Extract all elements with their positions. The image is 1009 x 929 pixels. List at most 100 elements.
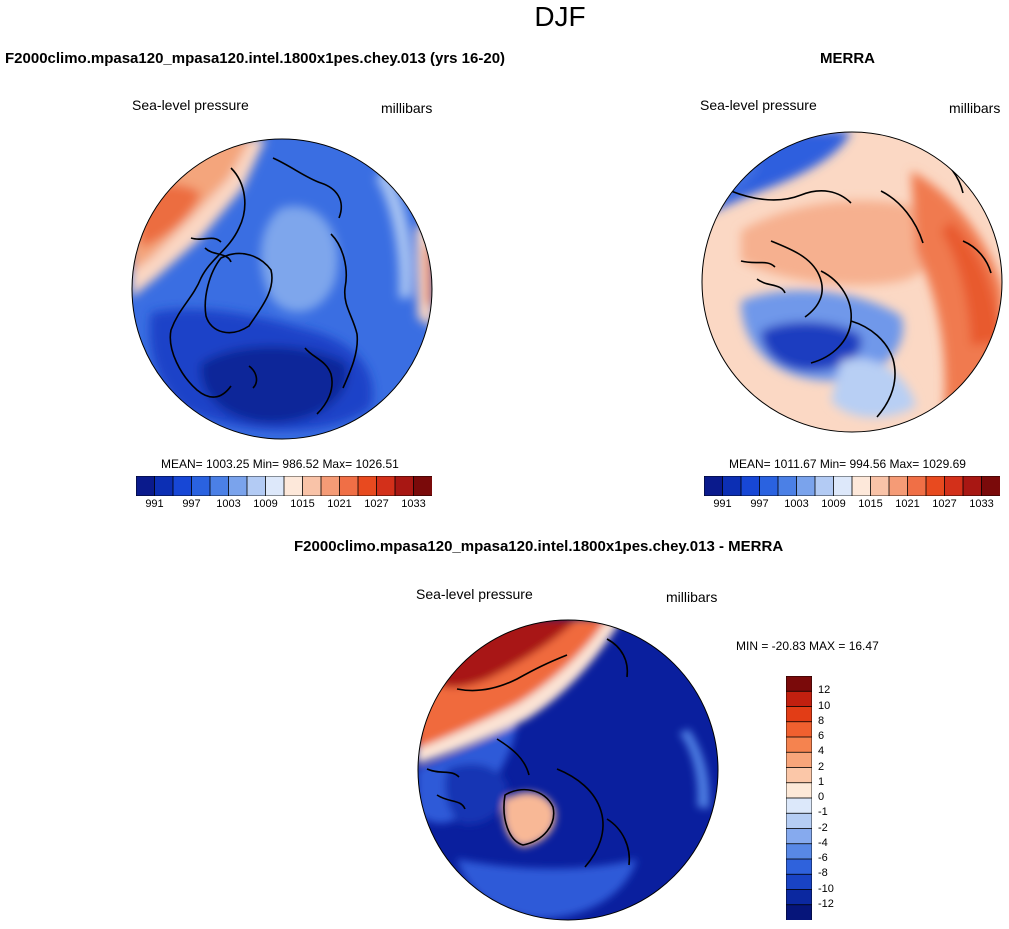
panel2-units-label: millibars	[949, 100, 1001, 116]
panel3-colorbar-box	[786, 706, 812, 723]
panel2-variable-label: Sea-level pressure	[700, 97, 817, 113]
panel3-colorbar-tick: 0	[818, 791, 825, 803]
panel1-colorbar-tick: 1009	[253, 498, 278, 510]
panel2-stats: MEAN= 1011.67 Min= 994.56 Max= 1029.69	[729, 457, 966, 471]
panel2-colorbar-box	[907, 476, 927, 496]
map3-region-warm-island	[503, 792, 556, 847]
panel3-colorbar-box	[786, 858, 812, 876]
panel1-map	[131, 138, 433, 440]
panel3-colorbar-tick: -2	[818, 821, 828, 834]
panel1-colorbar-box	[265, 476, 285, 496]
panel3-colorbar-tick: -12	[818, 897, 834, 910]
panel2-colorbar-box	[796, 476, 816, 496]
map1-outline	[131, 138, 433, 440]
panel2-colorbar-box	[962, 476, 983, 496]
panel3-colorbar-box	[786, 676, 812, 693]
panel1-colorbar-tick: 997	[182, 498, 201, 510]
panel2-colorbar-ticks: 991 997 1003 1009 1015 1021 1027 1033	[704, 498, 1000, 512]
panel1-colorbar-box	[246, 476, 267, 496]
panel1-colorbar-tick: 1003	[216, 498, 241, 510]
panel1-colorbar-box	[302, 476, 322, 496]
panel1-colorbar	[136, 476, 432, 496]
panel3-colorbar-tick: 4	[818, 745, 825, 758]
panel3-colorbar-tick: 12	[818, 684, 831, 697]
panel3-colorbar-tick: 1	[818, 775, 825, 788]
panel1-colorbar-tick: 1033	[401, 498, 426, 510]
panel1-colorbar-box	[283, 476, 304, 496]
panel1-colorbar-box	[154, 476, 174, 496]
panel3-colorbar-box	[786, 812, 812, 830]
panel2-colorbar-tick: 1009	[821, 498, 846, 510]
panel3-units-label: millibars	[666, 589, 718, 605]
panel3-map	[417, 619, 719, 921]
panel2-title: MERRA	[820, 50, 875, 67]
panel3-colorbar-tick: 10	[818, 699, 831, 712]
panel3-stats: MIN = -20.83 MAX = 16.47	[736, 639, 879, 653]
panel2-colorbar-box	[888, 476, 909, 496]
panel1-colorbar-box	[357, 476, 378, 496]
panel3-colorbar-box	[786, 843, 812, 860]
map2-region-warm-center	[741, 200, 941, 285]
panel3-title: F2000climo.mpasa120_mpasa120.intel.1800x…	[294, 538, 784, 555]
map2-region-red-east	[941, 221, 1001, 346]
panel3-colorbar-box	[786, 736, 812, 754]
panel2-colorbar-tick: 1027	[932, 498, 957, 510]
panel3-colorbar-box	[786, 690, 812, 708]
panel3-colorbar-box	[786, 889, 812, 906]
panel3-colorbar-box	[786, 904, 812, 920]
panel2-colorbar-tick: 1015	[858, 498, 883, 510]
map1-region-light-band	[132, 139, 266, 298]
map3-coastlines	[426, 638, 631, 868]
panel3-colorbar-tick: -8	[818, 867, 828, 880]
panel3-colorbar-tick: 8	[818, 714, 825, 727]
panel2-colorbar-tick: 1003	[784, 498, 809, 510]
panel2-colorbar-box	[777, 476, 798, 496]
panel1-colorbar-box	[209, 476, 230, 496]
map3-region-pale-east	[679, 729, 710, 809]
panel2-colorbar-box	[833, 476, 853, 496]
panel1-colorbar-box	[320, 476, 341, 496]
panel3-colorbar-box	[786, 797, 812, 815]
panel3-colorbar-tick: -4	[818, 836, 828, 849]
panel1-title: F2000climo.mpasa120_mpasa120.intel.1800x…	[5, 50, 506, 67]
panel1-colorbar-box	[413, 476, 432, 496]
map1-region-pale-ridge	[376, 168, 413, 298]
panel3-colorbar-tick: 2	[818, 760, 825, 773]
map2-outline	[701, 131, 1003, 433]
panel2-colorbar-box	[740, 476, 761, 496]
panel2-map	[701, 131, 1003, 433]
panel2-colorbar-box	[722, 476, 742, 496]
panel3-colorbar-box	[786, 782, 812, 799]
panel1-colorbar-box	[228, 476, 248, 496]
panel1-colorbar-box	[339, 476, 359, 496]
panel3-variable-label: Sea-level pressure	[416, 586, 533, 602]
panel1-colorbar-tick: 1027	[364, 498, 389, 510]
panel1-colorbar-box	[191, 476, 211, 496]
panel2-colorbar-box	[851, 476, 872, 496]
panel1-colorbar-tick: 991	[145, 498, 164, 510]
map1-region-light-blue	[260, 206, 338, 312]
panel1-colorbar-box	[394, 476, 415, 496]
map1-region-darkest	[200, 346, 348, 423]
panel2-colorbar	[704, 476, 1000, 496]
panel1-units-label: millibars	[381, 100, 433, 116]
map3-region-mid-blue-south	[457, 859, 637, 919]
panel3-colorbar	[786, 676, 812, 920]
panel1-colorbar-ticks: 991 997 1003 1009 1015 1021 1027 1033	[136, 498, 432, 512]
map2-coastlines	[730, 150, 992, 418]
map2-region-deep-blue	[761, 321, 862, 371]
panel2-colorbar-box	[870, 476, 890, 496]
panel1-colorbar-box	[376, 476, 396, 496]
panel1-colorbar-tick: 1015	[290, 498, 315, 510]
panel3-colorbar-tick: 6	[818, 730, 825, 742]
panel1-stats: MEAN= 1003.25 Min= 986.52 Max= 1026.51	[161, 457, 399, 471]
panel3-colorbar-box	[786, 828, 812, 845]
panel3-colorbar-tick: -6	[818, 852, 828, 864]
map3-outline	[417, 619, 719, 921]
panel1-variable-label: Sea-level pressure	[132, 97, 249, 113]
panel1-colorbar-box	[136, 476, 156, 496]
panel2-colorbar-tick: 1021	[895, 498, 920, 510]
panel1-colorbar-tick: 1021	[327, 498, 352, 510]
panel3-colorbar-box	[786, 873, 812, 891]
panel3-colorbar-box	[786, 721, 812, 738]
